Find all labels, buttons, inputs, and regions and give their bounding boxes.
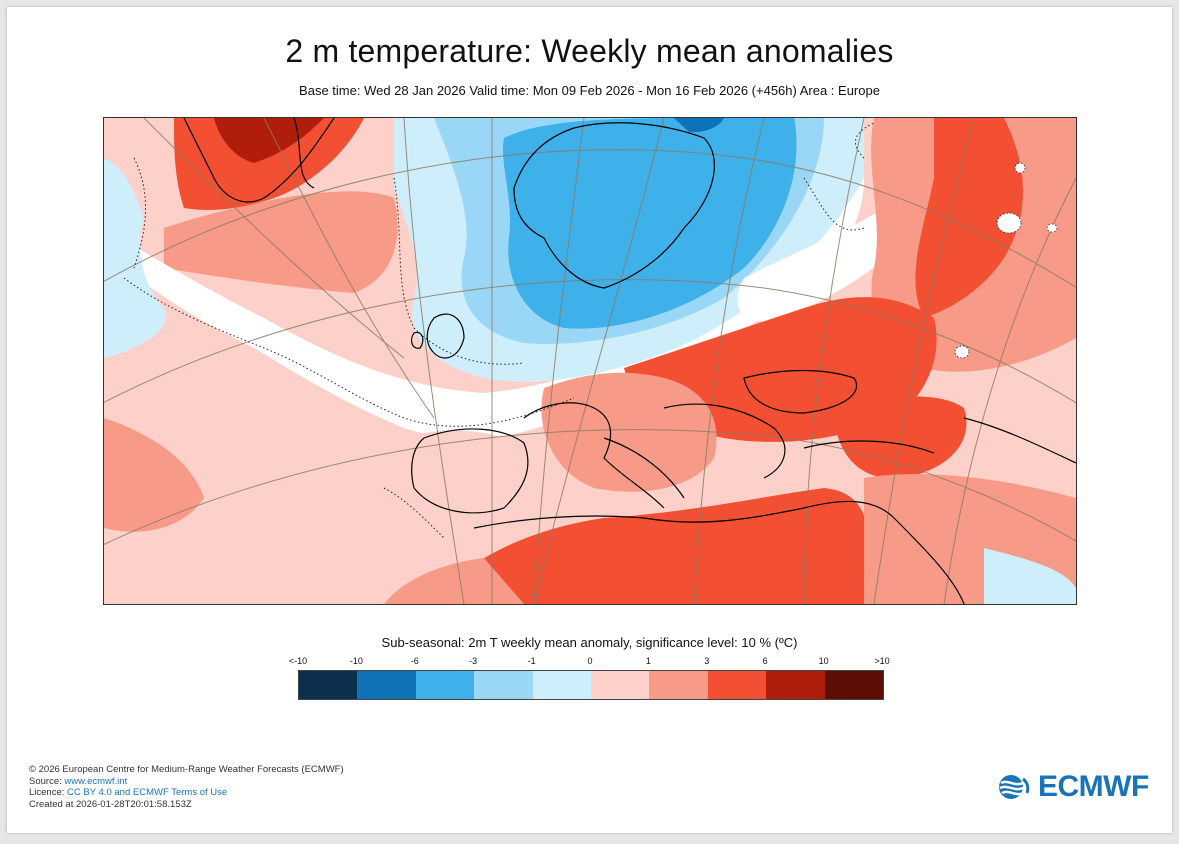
anomaly-zone	[915, 118, 1023, 318]
legend-swatch	[299, 671, 358, 699]
legend-tick: -10	[349, 656, 363, 666]
legend-tick: -1	[527, 656, 536, 666]
legend-swatch	[415, 671, 475, 699]
anomaly-zone	[164, 191, 398, 293]
source-line: Source: www.ecmwf.int	[29, 776, 344, 788]
licence-line: Licence: CC BY 4.0 and ECMWF Terms of Us…	[29, 787, 344, 799]
anomaly-zone	[834, 396, 967, 479]
anomaly-zone	[984, 548, 1076, 604]
anomaly-islands	[954, 162, 1058, 359]
significance-contours	[123, 122, 875, 539]
legend-swatch	[357, 671, 416, 699]
source-label: Source:	[29, 775, 65, 787]
source-link[interactable]: www.ecmwf.int	[64, 775, 128, 787]
copyright-text: © 2026 European Centre for Medium-Range …	[29, 764, 344, 775]
anomaly-zone	[384, 558, 524, 604]
legend-tick: 0	[587, 656, 593, 666]
anomaly-zone	[104, 418, 204, 532]
legend-tick: 10	[818, 656, 829, 666]
coastlines	[183, 118, 1076, 604]
legend-swatch	[474, 671, 533, 699]
legend-swatch	[766, 671, 825, 699]
legend-tick: <-10	[288, 656, 308, 666]
anomaly-zone	[434, 488, 870, 604]
legend-swatch	[824, 671, 884, 699]
legend-tick: 6	[762, 656, 768, 666]
chart-sheet: 2 m temperature: Weekly mean anomalies B…	[7, 7, 1172, 833]
legend-tick: >10	[874, 656, 890, 666]
map-svg	[104, 118, 1076, 604]
anomaly-zone	[400, 430, 508, 515]
anomaly-zone	[104, 158, 166, 358]
legend-swatch	[649, 671, 708, 699]
legend-swatch	[591, 671, 650, 699]
ecmwf-logo-text: ECMWF	[1038, 770, 1149, 803]
footer: © 2026 European Centre for Medium-Range …	[29, 764, 344, 810]
chart-subtitle: Base time: Wed 28 Jan 2026 Valid time: M…	[299, 83, 880, 98]
legend-swatch	[532, 671, 592, 699]
anomaly-zone	[174, 118, 364, 210]
ecmwf-logo[interactable]: ECMWF	[997, 770, 1149, 804]
anomaly-map	[103, 117, 1077, 605]
licence-link[interactable]: CC BY 4.0 and ECMWF Terms of Use	[67, 787, 228, 798]
legend-tick: -6	[410, 656, 419, 666]
anomaly-zone	[541, 372, 717, 492]
ecmwf-logo-icon	[999, 775, 1035, 799]
licence-label: Licence:	[29, 787, 68, 798]
legend-tick: -3	[469, 656, 478, 666]
legend-tick: 1	[645, 656, 651, 666]
legend-title: Sub-seasonal: 2m T weekly mean anomaly, …	[381, 635, 798, 650]
created-timestamp: Created at 2026-01-28T20:01:58.153Z	[29, 798, 192, 810]
anomaly-zone	[674, 118, 724, 133]
legend-colorbar	[298, 670, 884, 700]
legend-ticks: <-10 -10 -6 -3 -1 0 1 3 6 10 >10	[289, 656, 890, 670]
chart-title: 2 m temperature: Weekly mean anomalies	[285, 33, 894, 69]
graticule	[104, 118, 1076, 604]
legend-tick: 3	[704, 656, 710, 666]
legend-swatch	[707, 671, 767, 699]
